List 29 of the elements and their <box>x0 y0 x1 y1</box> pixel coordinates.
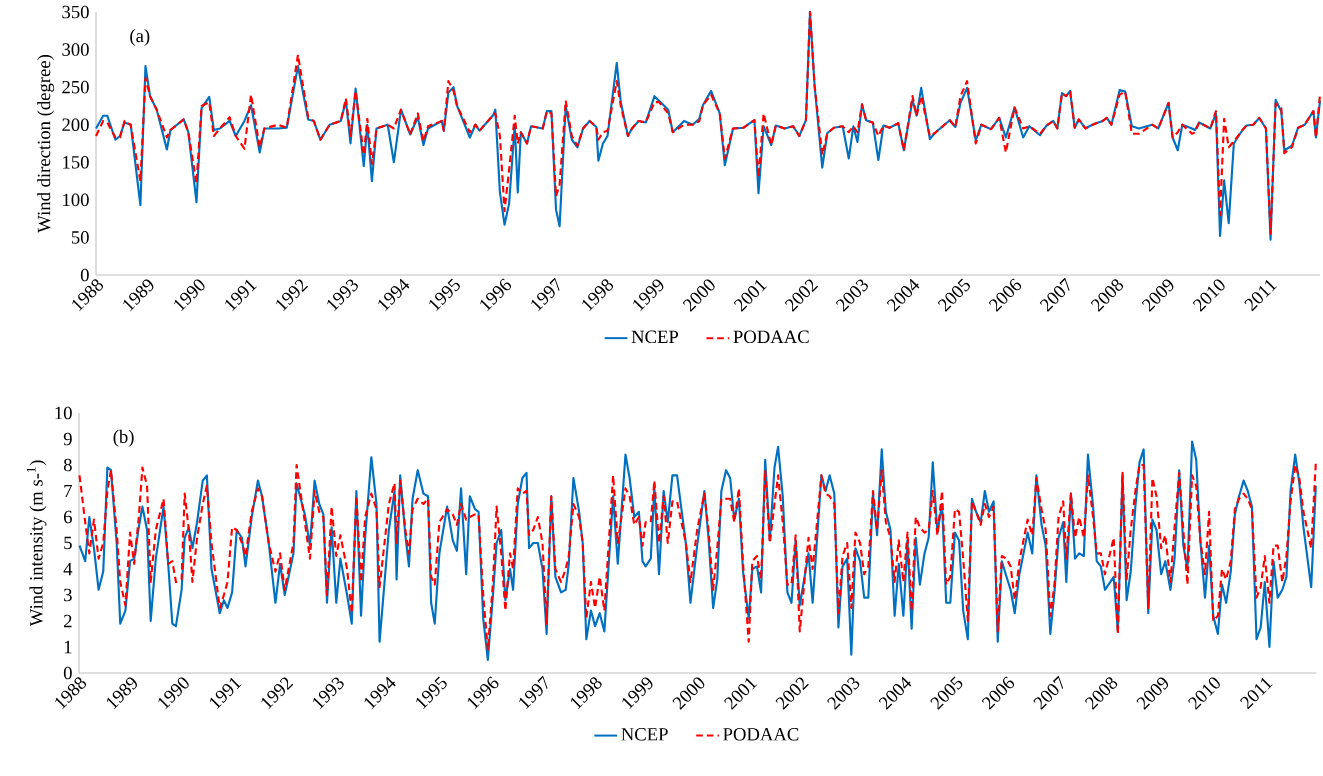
y-tick-label: 9 <box>63 432 72 446</box>
x-tick-label: 2011 <box>1244 279 1278 312</box>
y-tick-label: 300 <box>62 43 89 56</box>
y-tick-label: 7 <box>64 484 72 498</box>
legend-label: PODAAC <box>733 330 809 344</box>
y-axis-title: Wind direction (degree) <box>37 55 55 233</box>
y-tick-label: 200 <box>62 118 89 132</box>
annotation: (a) <box>130 28 150 46</box>
y-tick-label: 2 <box>64 614 72 628</box>
y-tick-label: 350 <box>62 5 89 19</box>
y-axis-title: Wind intensity (m s-$^{1}$) <box>26 460 47 627</box>
y-tick-label: 8 <box>63 458 72 472</box>
legend-label: NCEP <box>631 330 679 344</box>
y-tick-label: 250 <box>62 80 89 94</box>
legend-label: NCEP <box>621 728 668 741</box>
legend-label: PODAAC <box>723 728 799 741</box>
y-tick-label: 10 <box>55 406 72 420</box>
y-tick-label: 4 <box>63 562 73 576</box>
y-tick-label: 50 <box>71 231 89 244</box>
y-tick-label: 3 <box>64 588 72 602</box>
x-tick-label: 1991 <box>209 677 242 710</box>
y-tick-label: 1 <box>64 640 72 654</box>
y-tick-label: 100 <box>63 193 89 207</box>
annotation: (b) <box>113 429 134 447</box>
y-tick-label: 5 <box>64 536 72 550</box>
y-tick-label: 6 <box>63 510 72 524</box>
x-tick-label: 1991 <box>225 279 257 312</box>
y-tick-label: 150 <box>63 155 89 169</box>
x-tick-label: 2011 <box>1240 677 1273 710</box>
